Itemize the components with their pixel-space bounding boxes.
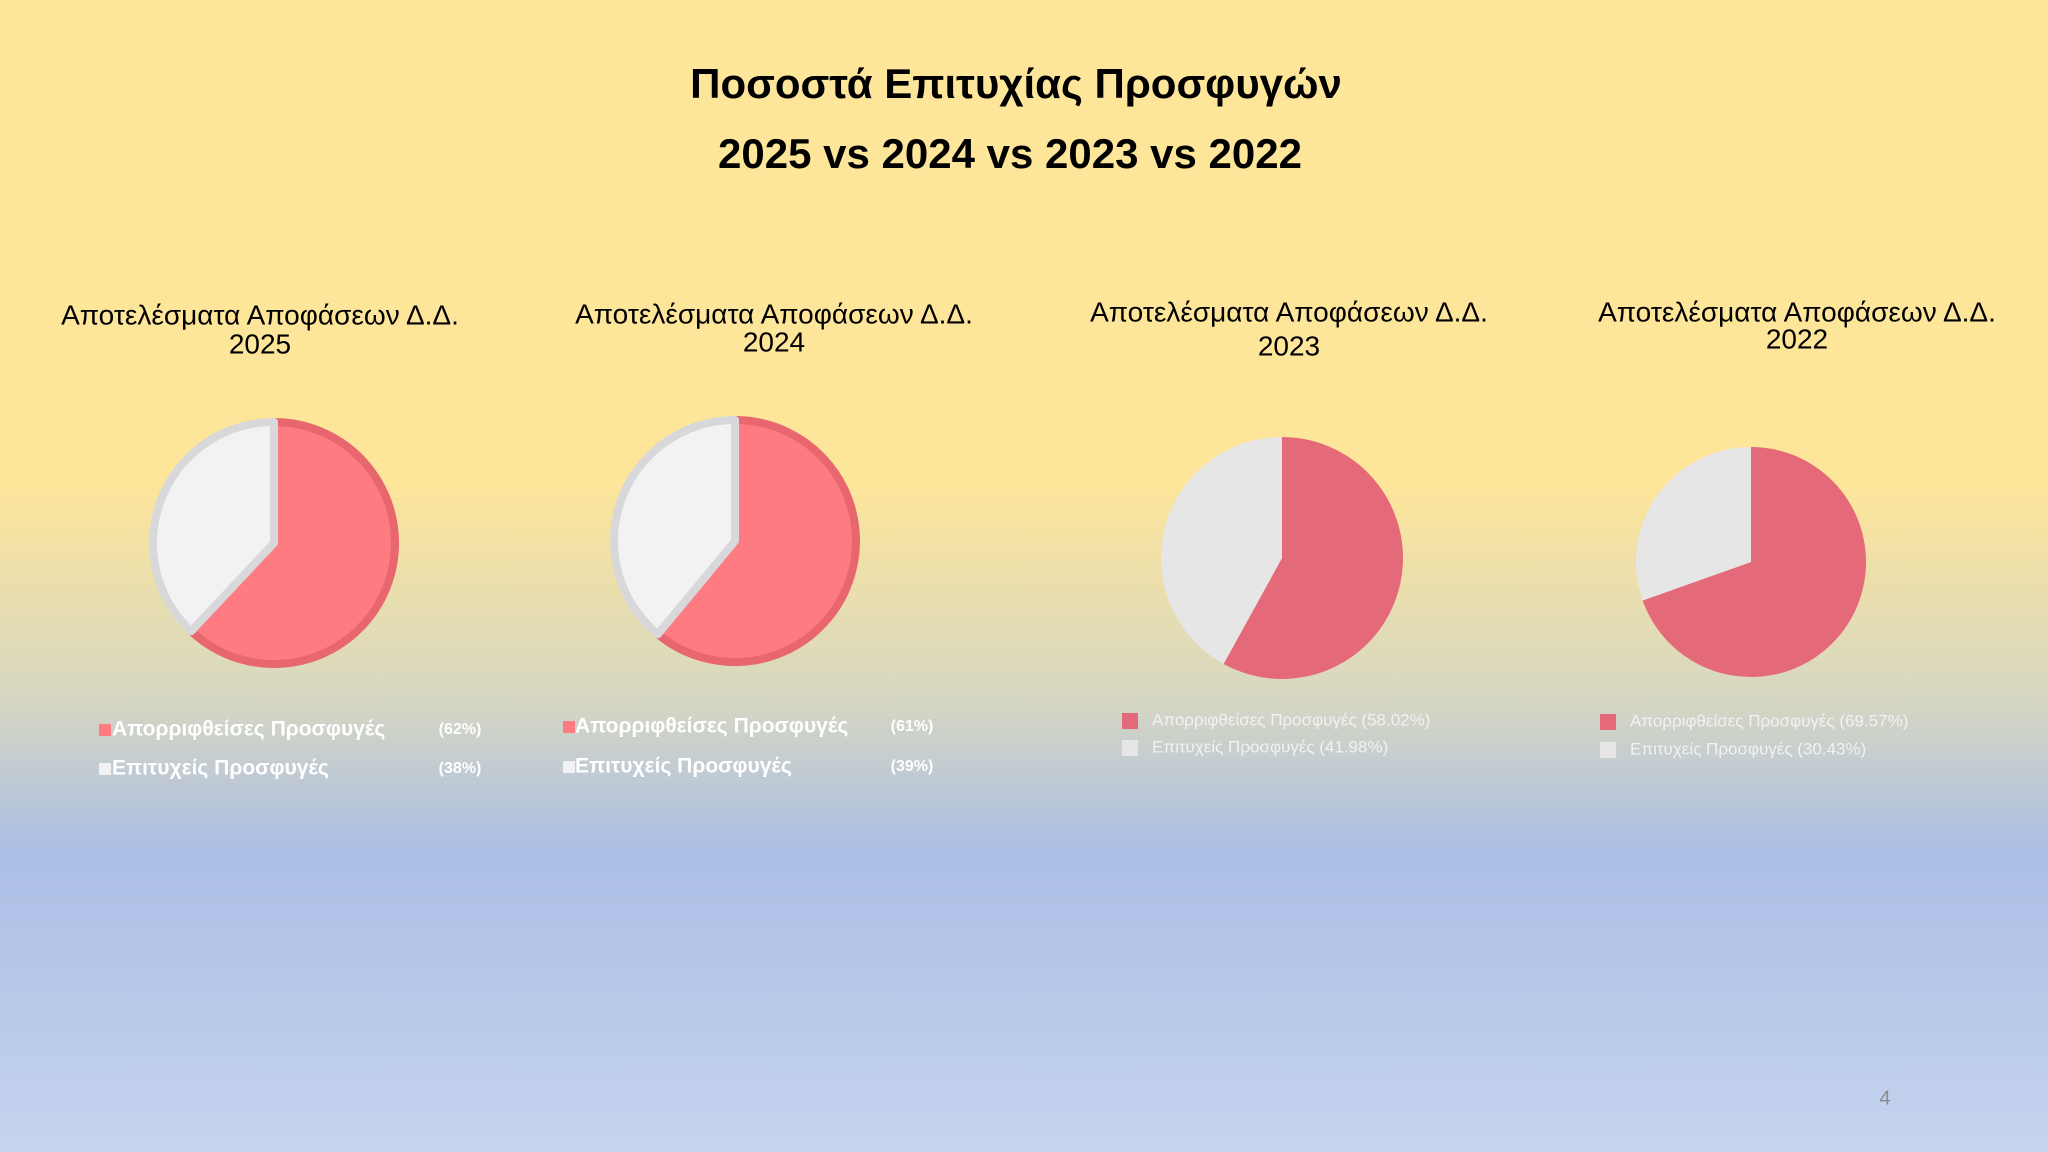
- pie-slice: [1160, 437, 1282, 664]
- chart-title: Αποτελέσματα Αποφάσεων Δ.Δ.: [1090, 296, 1488, 327]
- legend-swatch: [1122, 740, 1138, 756]
- legend-swatch: [563, 721, 575, 733]
- pie-slice: [187, 418, 399, 668]
- value-label: (39%): [891, 758, 934, 775]
- legend-label: Απορριφθείσες Προσφυγές (69.57%): [1630, 711, 1908, 730]
- legend-swatch: [1600, 742, 1616, 758]
- legend-swatch: [99, 763, 111, 775]
- legend-swatch: [99, 724, 111, 736]
- chart-title: Αποτελέσματα Αποφάσεων Δ.Δ.: [61, 299, 459, 330]
- chart-subtitle: 2024: [743, 326, 805, 357]
- pie-slice: [1636, 447, 1751, 601]
- legend-swatch: [1600, 714, 1616, 730]
- chart-subtitle: 2025: [229, 328, 291, 359]
- value-label: (61%): [891, 718, 934, 735]
- value-label: (62%): [439, 721, 482, 738]
- chart-title: Αποτελέσματα Αποφάσεων Δ.Δ.: [1598, 296, 1996, 327]
- legend-label: Επιτυχείς Προσφυγές (30.43%): [1630, 739, 1866, 758]
- legend-swatch: [563, 761, 575, 773]
- slide-title: Ποσοστά Επιτυχίας Προσφυγών: [690, 60, 1342, 107]
- chart-subtitle: 2022: [1766, 323, 1828, 354]
- legend-label: Απορριφθείσες Προσφυγές: [112, 718, 385, 741]
- legend-label: Απορριφθείσες Προσφυγές: [575, 715, 848, 738]
- pie-slice: [1223, 437, 1403, 680]
- legend-label: Επιτυχείς Προσφυγές: [112, 757, 329, 780]
- pie-slice: [1642, 447, 1866, 677]
- legend-label: Επιτυχείς Προσφυγές (41.98%): [1152, 737, 1388, 756]
- chart-title: Αποτελέσματα Αποφάσεων Δ.Δ.: [575, 298, 973, 329]
- legend-label: Απορριφθείσες Προσφυγές (58.02%): [1152, 710, 1430, 729]
- value-label: (38%): [439, 760, 482, 777]
- pie-slice: [653, 416, 860, 666]
- legend-swatch: [1122, 713, 1138, 729]
- pie-slice: [149, 418, 278, 636]
- pie-slice: [610, 416, 739, 639]
- slide-title: 2025 vs 2024 vs 2023 vs 2022: [718, 130, 1302, 177]
- legend-label: Επιτυχείς Προσφυγές: [575, 755, 792, 778]
- chart-subtitle: 2023: [1258, 330, 1320, 361]
- page-number: 4: [1879, 1087, 1890, 1109]
